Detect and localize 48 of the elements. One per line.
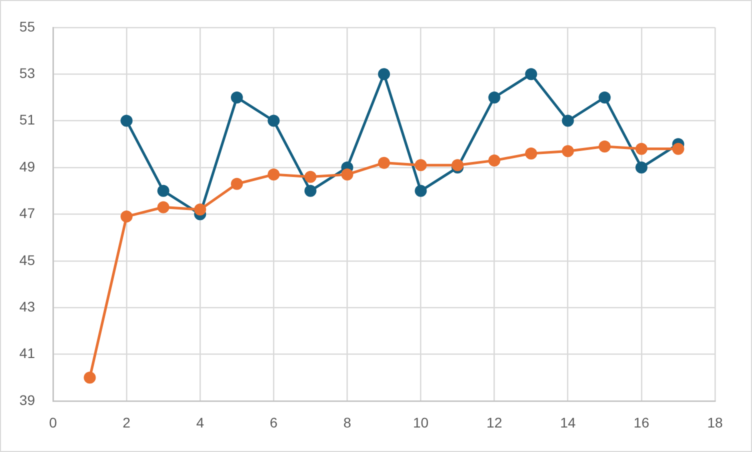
y-tick-label: 55	[19, 18, 36, 34]
point	[157, 201, 170, 214]
y-tick-label: 41	[19, 345, 36, 362]
y-tick-label: 51	[19, 112, 36, 128]
point	[672, 142, 684, 155]
point	[598, 91, 611, 104]
point	[120, 114, 133, 127]
x-tick-label: 10	[412, 414, 429, 430]
point	[268, 114, 280, 127]
point	[230, 178, 243, 190]
x-tick-label: 14	[560, 414, 576, 430]
y-tick-label: 43	[19, 298, 36, 314]
point	[341, 168, 354, 181]
point	[562, 114, 574, 127]
point	[194, 204, 206, 216]
x-tick-label: 2	[122, 414, 131, 430]
x-tick-label: 12	[486, 414, 502, 430]
point	[414, 159, 427, 172]
y-tick-label: 47	[19, 205, 36, 222]
point	[120, 210, 133, 223]
point	[230, 91, 243, 104]
point	[525, 68, 538, 80]
point	[414, 184, 427, 197]
point	[562, 145, 574, 158]
point	[598, 140, 611, 152]
point	[635, 162, 648, 174]
x-tick-label: 16	[634, 414, 650, 430]
x-tick-label: 4	[196, 414, 204, 430]
point	[268, 168, 280, 181]
point	[488, 154, 500, 166]
point	[452, 159, 464, 172]
point	[488, 91, 500, 104]
point	[525, 147, 538, 160]
y-tick-label: 53	[19, 64, 36, 81]
x-tick-label: 6	[270, 414, 278, 430]
point	[304, 170, 316, 183]
x-tick-label: 8	[343, 414, 352, 430]
point	[84, 372, 96, 384]
point	[304, 184, 316, 197]
x-tick-label: 0	[49, 414, 58, 430]
y-tick-label: 39	[19, 392, 36, 408]
point	[378, 156, 390, 169]
point	[635, 142, 648, 155]
y-tick-label: 49	[19, 158, 36, 174]
point	[157, 184, 170, 197]
point	[378, 68, 390, 80]
y-tick-label: 45	[19, 252, 36, 268]
x-tick-label: 18	[707, 414, 723, 430]
